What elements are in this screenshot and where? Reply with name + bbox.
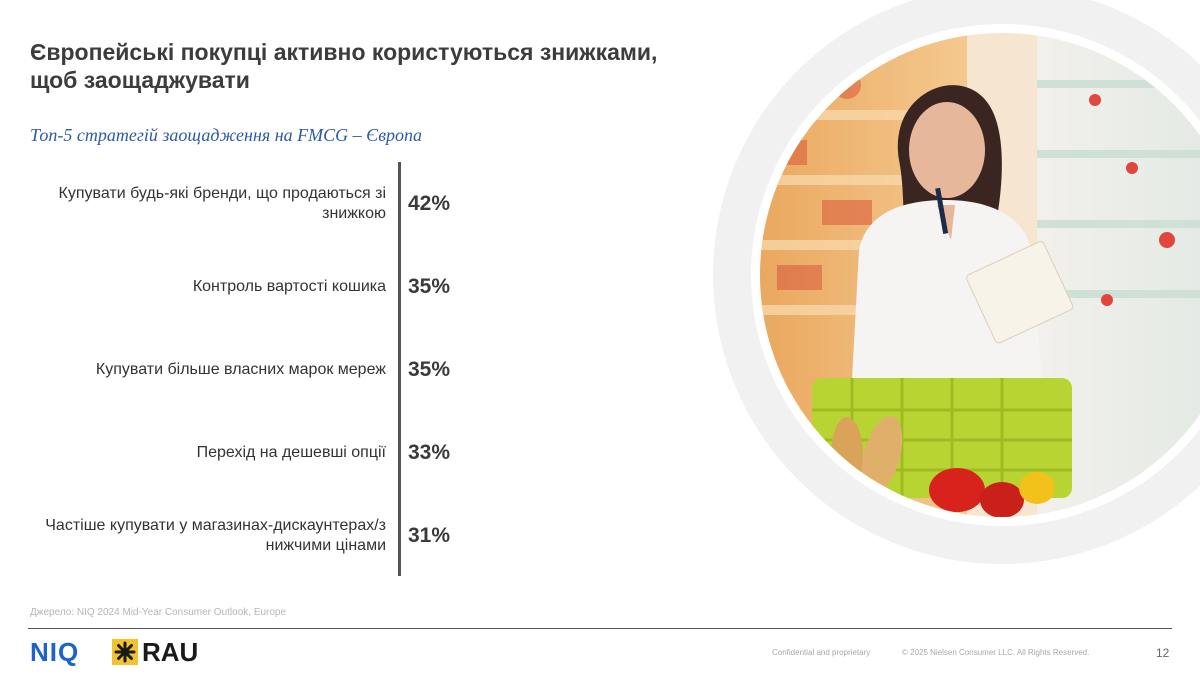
rau-logo-text: RAU: [142, 636, 199, 667]
category-label: Контроль вартості кошика: [192, 278, 386, 295]
value-label: 42%: [408, 192, 451, 215]
category-label: Купувати більше власних марок мереж: [95, 361, 386, 378]
niq-logo: NIQ: [30, 637, 80, 667]
footer-rule: [28, 628, 1172, 629]
category-label: Купувати будь-які бренди, що продаються …: [58, 185, 386, 222]
chart-row: Частіше купувати у магазинах-дискаунтера…: [0, 506, 640, 566]
copyright-note: © 2025 Nielsen Consumer LLC. All Rights …: [902, 648, 1090, 657]
confidential-note: Confidential and proprietary: [772, 648, 871, 657]
category-label: Перехід на дешевші опції: [196, 444, 386, 461]
shopper-with-cart-photo: [713, 0, 1200, 564]
chart-row: Купувати будь-які бренди, що продаються …: [0, 174, 640, 234]
value-label: 35%: [408, 275, 451, 298]
chart-row: Купувати більше власних марок мереж 35%: [0, 340, 640, 400]
source-note: Джерело: NIQ 2024 Mid-Year Consumer Outl…: [30, 607, 287, 618]
value-label: 35%: [408, 358, 451, 381]
rau-star-icon: [112, 639, 138, 665]
page-number: 12: [1156, 646, 1170, 660]
category-label: Частіше купувати у магазинах-дискаунтера…: [45, 517, 386, 554]
savings-strategies-chart: Купувати будь-які бренди, що продаються …: [0, 160, 640, 578]
rau-logo: RAU: [112, 637, 198, 667]
value-label: 33%: [408, 441, 451, 464]
chart-row: Перехід на дешевші опції 33%: [0, 423, 640, 483]
slide-title: Європейські покупці активно користуються…: [30, 39, 658, 93]
chart-row: Контроль вартості кошика 35%: [0, 257, 640, 317]
chart-axis-line: [398, 162, 401, 576]
value-label: 31%: [408, 524, 451, 547]
shopper-photo: [637, 0, 1200, 620]
chart-subtitle: Топ-5 стратегій заощадження на FMCG – Єв…: [30, 125, 423, 145]
